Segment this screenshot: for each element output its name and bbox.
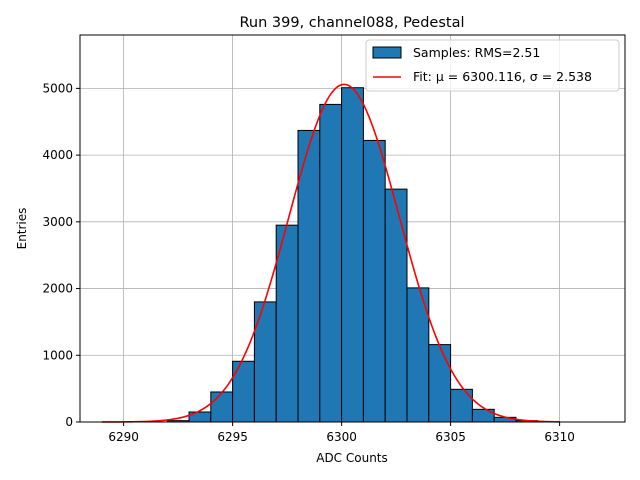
histogram-bar (428, 344, 452, 423)
y-tick-label: 5000 (42, 81, 73, 95)
histogram-bar (253, 301, 277, 423)
histogram-bar (232, 360, 255, 423)
legend-box (365, 39, 620, 92)
y-tick-label: 1000 (42, 348, 73, 362)
y-tick-label: 2000 (42, 282, 73, 296)
y-axis-ticks: 0 1000 2000 3000 4000 5000 (42, 81, 80, 429)
legend: Samples: RMS=2.51 Fit: μ = 6300.116, σ =… (365, 39, 620, 92)
y-tick-label: 0 (65, 415, 73, 429)
x-tick-label: 6310 (544, 430, 575, 444)
histogram-bar (210, 391, 234, 423)
histogram-bar (341, 87, 364, 423)
fit-curve (101, 83, 560, 423)
chart-title: Run 399, channel088, Pedestal (239, 15, 464, 31)
histogram-bar (362, 139, 386, 423)
x-tick-label: 6305 (435, 430, 466, 444)
histogram-bar (275, 224, 299, 423)
legend-histogram-swatch (372, 46, 402, 59)
y-axis-label: Entries (15, 208, 29, 250)
x-axis-label: ADC Counts (316, 451, 388, 465)
x-tick-label: 6295 (217, 430, 248, 444)
histogram-bar (319, 103, 343, 423)
y-tick-label: 4000 (42, 148, 73, 162)
legend-fit-label: Fit: μ = 6300.116, σ = 2.538 (413, 69, 592, 84)
plot-frame (79, 34, 626, 423)
legend-histogram-label: Samples: RMS=2.51 (413, 45, 540, 60)
x-axis-ticks: 6290 6295 6300 6305 6310 (108, 422, 575, 444)
x-tick-label: 6300 (326, 430, 357, 444)
histogram-bar (384, 188, 408, 423)
x-tick-label: 6290 (108, 430, 139, 444)
histogram-bar (450, 388, 473, 423)
y-tick-label: 3000 (42, 215, 73, 229)
